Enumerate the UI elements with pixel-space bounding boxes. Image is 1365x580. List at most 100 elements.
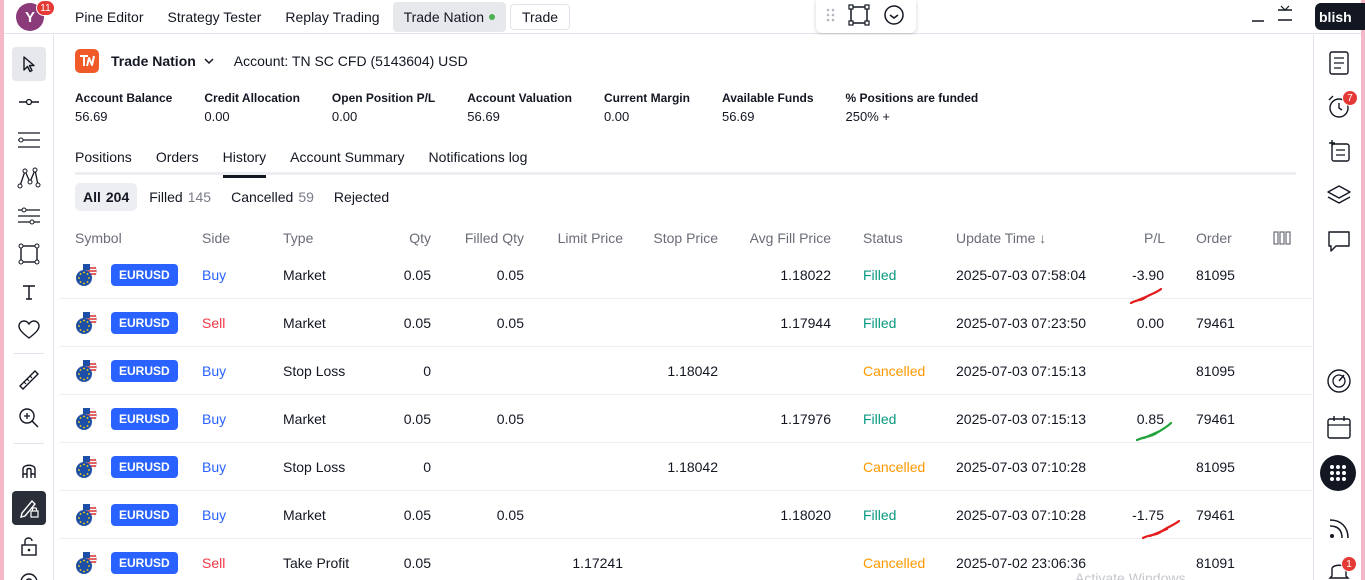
table-row[interactable]: EURUSD Buy Market 0.05 0.05 1.18022 Filled 2025… [59, 251, 1312, 299]
avg-fill-price-cell: 1.17976 [780, 411, 831, 427]
avg-fill-price-cell: 1.18020 [780, 507, 831, 523]
gauge-icon [1327, 369, 1351, 393]
update-time-cell: 2025-07-03 07:15:13 [956, 411, 1086, 427]
avatar-notification-badge: 11 [36, 0, 55, 16]
maximize-panel-icon[interactable] [847, 3, 871, 30]
measure-tool[interactable] [12, 363, 46, 397]
type-cell: Market [283, 507, 326, 523]
filter-filled[interactable]: Filled 145 [141, 183, 219, 211]
tab-account-summary[interactable]: Account Summary [290, 149, 405, 165]
symbol-badge[interactable]: EURUSD [111, 456, 178, 478]
trade-button[interactable]: Trade [509, 4, 571, 30]
table-row[interactable]: EURUSD Sell Market 0.05 0.05 1.17944 Filled 202… [59, 299, 1312, 347]
drag-handle-icon[interactable] [826, 8, 836, 25]
tab-strategy-tester[interactable]: Strategy Tester [167, 9, 262, 25]
forecast-tool[interactable] [12, 199, 46, 233]
col-stop-price[interactable]: Stop Price [653, 230, 718, 246]
text-tool[interactable] [12, 275, 46, 309]
projection-icon [18, 207, 40, 225]
avatar-letter: Y [24, 8, 35, 26]
summary-open-position-pl: Open Position P/L 0.00 [332, 91, 435, 124]
symbol-badge[interactable]: EURUSD [111, 312, 178, 334]
col-limit-price[interactable]: Limit Price [557, 230, 623, 246]
col-pl[interactable]: P/L [1143, 230, 1165, 246]
zoom-tool[interactable] [12, 401, 46, 435]
calendar-button[interactable] [1323, 411, 1355, 443]
symbol-badge[interactable]: EURUSD [111, 504, 178, 526]
filter-rejected[interactable]: Rejected [326, 183, 397, 211]
tab-orders[interactable]: Orders [155, 149, 199, 165]
trend-line-tool[interactable] [12, 85, 46, 119]
table-header: Symbol Side Type Qty Filled Qty Limit Pr… [59, 225, 1312, 251]
filter-all[interactable]: All 204 [75, 183, 138, 211]
col-status[interactable]: Status [863, 230, 903, 246]
table-row[interactable]: EURUSD Buy Stop Loss 0 1.18042 Cancelled 2025-… [59, 443, 1312, 491]
watchlist-button[interactable] [1323, 47, 1355, 79]
shapes-tool[interactable] [12, 237, 46, 271]
summary-current-margin: Current Margin 0.00 [604, 91, 690, 124]
tab-replay-trading[interactable]: Replay Trading [285, 9, 380, 25]
tab-history[interactable]: History [222, 145, 266, 178]
filter-cancelled[interactable]: Cancelled 59 [223, 183, 322, 211]
symbol-badge[interactable]: EURUSD [111, 552, 178, 574]
minimize-panel-icon[interactable] [1250, 4, 1266, 27]
order-id-cell: 81095 [1196, 267, 1235, 283]
fib-tool[interactable] [12, 123, 46, 157]
col-qty[interactable]: Qty [409, 230, 431, 246]
col-side[interactable]: Side [202, 230, 231, 246]
type-cell: Stop Loss [283, 363, 346, 379]
layers-button[interactable] [1323, 179, 1355, 211]
chats-button[interactable] [1323, 225, 1355, 257]
toolbar-separator [14, 443, 44, 444]
tab-trade-nation[interactable]: Trade Nation [392, 2, 506, 32]
window-border-right [1361, 0, 1365, 580]
cursor-icon [23, 56, 35, 73]
table-row[interactable]: EURUSD Buy Market 0.05 0.05 1.17976 Filled 2025… [59, 395, 1312, 443]
qty-cell: 0 [423, 363, 431, 379]
col-type[interactable]: Type [283, 230, 314, 246]
unlock-icon [21, 537, 37, 556]
broker-name[interactable]: Trade Nation [111, 53, 196, 69]
pattern-tool[interactable] [12, 161, 46, 195]
object-tree-button[interactable] [1323, 135, 1355, 167]
pencil-lock-icon [20, 499, 39, 518]
symbol-badge[interactable]: EURUSD [111, 408, 178, 430]
column-settings-icon[interactable] [1273, 231, 1291, 248]
tab-notifications-log[interactable]: Notifications log [428, 149, 528, 165]
visibility-tool[interactable] [12, 565, 46, 580]
bottom-panel-tabs: Pine Editor Strategy Tester Replay Tradi… [64, 0, 571, 34]
avg-fill-price-cell: 1.18022 [780, 267, 831, 283]
favorites-tool[interactable] [12, 313, 46, 347]
table-row[interactable]: EURUSD Sell Take Profit 0.05 1.17241 Cancelle… [59, 539, 1312, 580]
symbol-badge[interactable]: EURUSD [111, 360, 178, 382]
magnet-tool[interactable] [12, 453, 46, 487]
collapse-panel-icon[interactable] [882, 3, 906, 30]
table-row[interactable]: EURUSD Buy Stop Loss 0 1.18042 Cancelled 2025-… [59, 347, 1312, 395]
summary-value: 0.00 [603, 109, 630, 124]
col-symbol[interactable]: Symbol [75, 230, 122, 246]
lock-all-drawings-tool[interactable] [12, 529, 46, 563]
apps-button[interactable] [1320, 455, 1356, 491]
streams-button[interactable] [1323, 513, 1355, 545]
heart-icon [18, 320, 40, 339]
update-time-cell: 2025-07-03 07:15:13 [956, 363, 1086, 379]
restore-panel-icon[interactable] [1276, 4, 1294, 27]
tab-positions[interactable]: Positions [75, 149, 132, 165]
col-update-time[interactable]: Update Time ↓ [956, 230, 1047, 246]
side-cell: Buy [202, 363, 227, 379]
tab-pine-editor[interactable]: Pine Editor [75, 9, 144, 25]
qty-cell: 0 [423, 459, 431, 475]
col-order[interactable]: Order [1196, 230, 1232, 246]
table-row[interactable]: EURUSD Buy Market 0.05 0.05 1.18020 Filled 2025… [59, 491, 1312, 539]
summary-value: 56.69 [75, 109, 108, 124]
hotlists-button[interactable] [1323, 365, 1355, 397]
col-filled-qty[interactable]: Filled Qty [464, 230, 524, 246]
chevron-down-icon[interactable] [200, 52, 218, 70]
order-id-cell: 79461 [1196, 411, 1235, 427]
cursor-tool[interactable] [12, 47, 46, 81]
col-avg-fill-price[interactable]: Avg Fill Price [749, 230, 831, 246]
lock-drawing-mode-tool[interactable] [12, 491, 46, 525]
symbol-badge[interactable]: EURUSD [111, 264, 178, 286]
publish-button[interactable]: blish [1315, 3, 1365, 30]
pl-cell: -1.75 [1132, 507, 1164, 523]
